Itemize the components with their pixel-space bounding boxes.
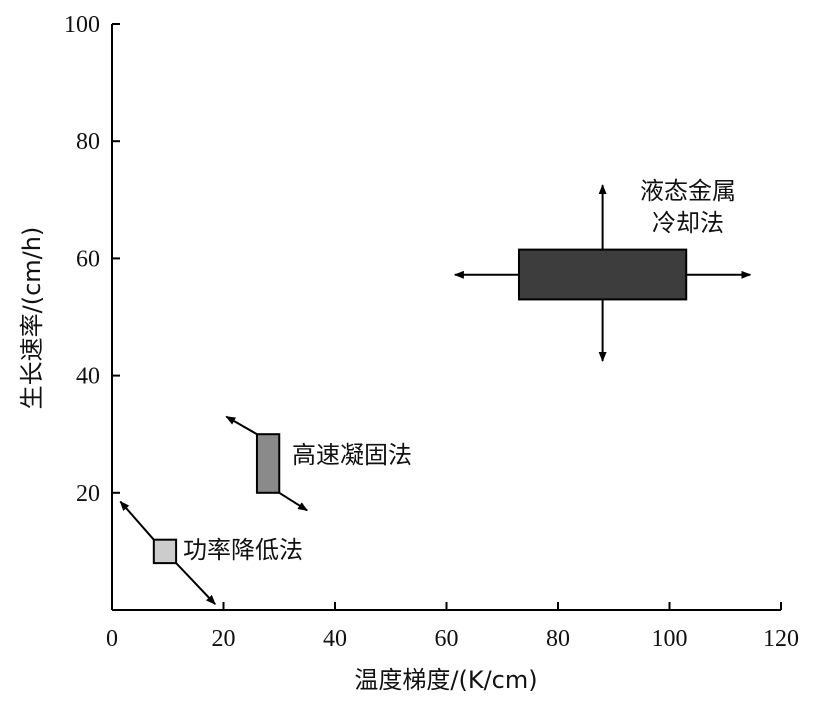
region-group: 功率降低法 bbox=[119, 500, 303, 605]
region-arrow bbox=[119, 500, 155, 541]
y-tick-label: 40 bbox=[76, 364, 100, 390]
x-tick-label: 120 bbox=[763, 626, 799, 652]
x-axis-title: 温度梯度/(K/cm) bbox=[354, 666, 537, 694]
region-label: 功率降低法 bbox=[183, 536, 303, 564]
x-tick-label: 80 bbox=[546, 626, 570, 652]
x-tick-label: 20 bbox=[212, 626, 236, 652]
x-tick-label: 100 bbox=[652, 626, 688, 652]
x-tick-label: 40 bbox=[323, 626, 347, 652]
region-rect bbox=[517, 248, 688, 301]
y-axis-title: 生长速率/(cm/h) bbox=[18, 227, 46, 410]
y-tick-label: 80 bbox=[76, 129, 100, 155]
region-rect bbox=[255, 433, 281, 494]
region-label-line: 液态金属 bbox=[640, 177, 736, 205]
y-tick-label: 20 bbox=[76, 481, 100, 507]
y-tick-label: 100 bbox=[64, 12, 100, 38]
y-tick-label: 60 bbox=[76, 246, 100, 272]
ticks: 0 20 40 60 80 100 120 20 40 60 80 100 bbox=[64, 12, 799, 652]
x-tick-label: 60 bbox=[435, 626, 459, 652]
region-group: 高速凝固法 bbox=[225, 415, 412, 512]
axes bbox=[111, 24, 781, 611]
region-label-line: 冷却法 bbox=[652, 209, 724, 237]
region-arrow bbox=[175, 562, 216, 605]
region-arrow bbox=[278, 491, 308, 512]
region-arrow bbox=[225, 415, 258, 436]
region-rect bbox=[152, 538, 178, 565]
region-label: 高速凝固法 bbox=[292, 441, 412, 469]
x-tick-label: 0 bbox=[106, 626, 118, 652]
